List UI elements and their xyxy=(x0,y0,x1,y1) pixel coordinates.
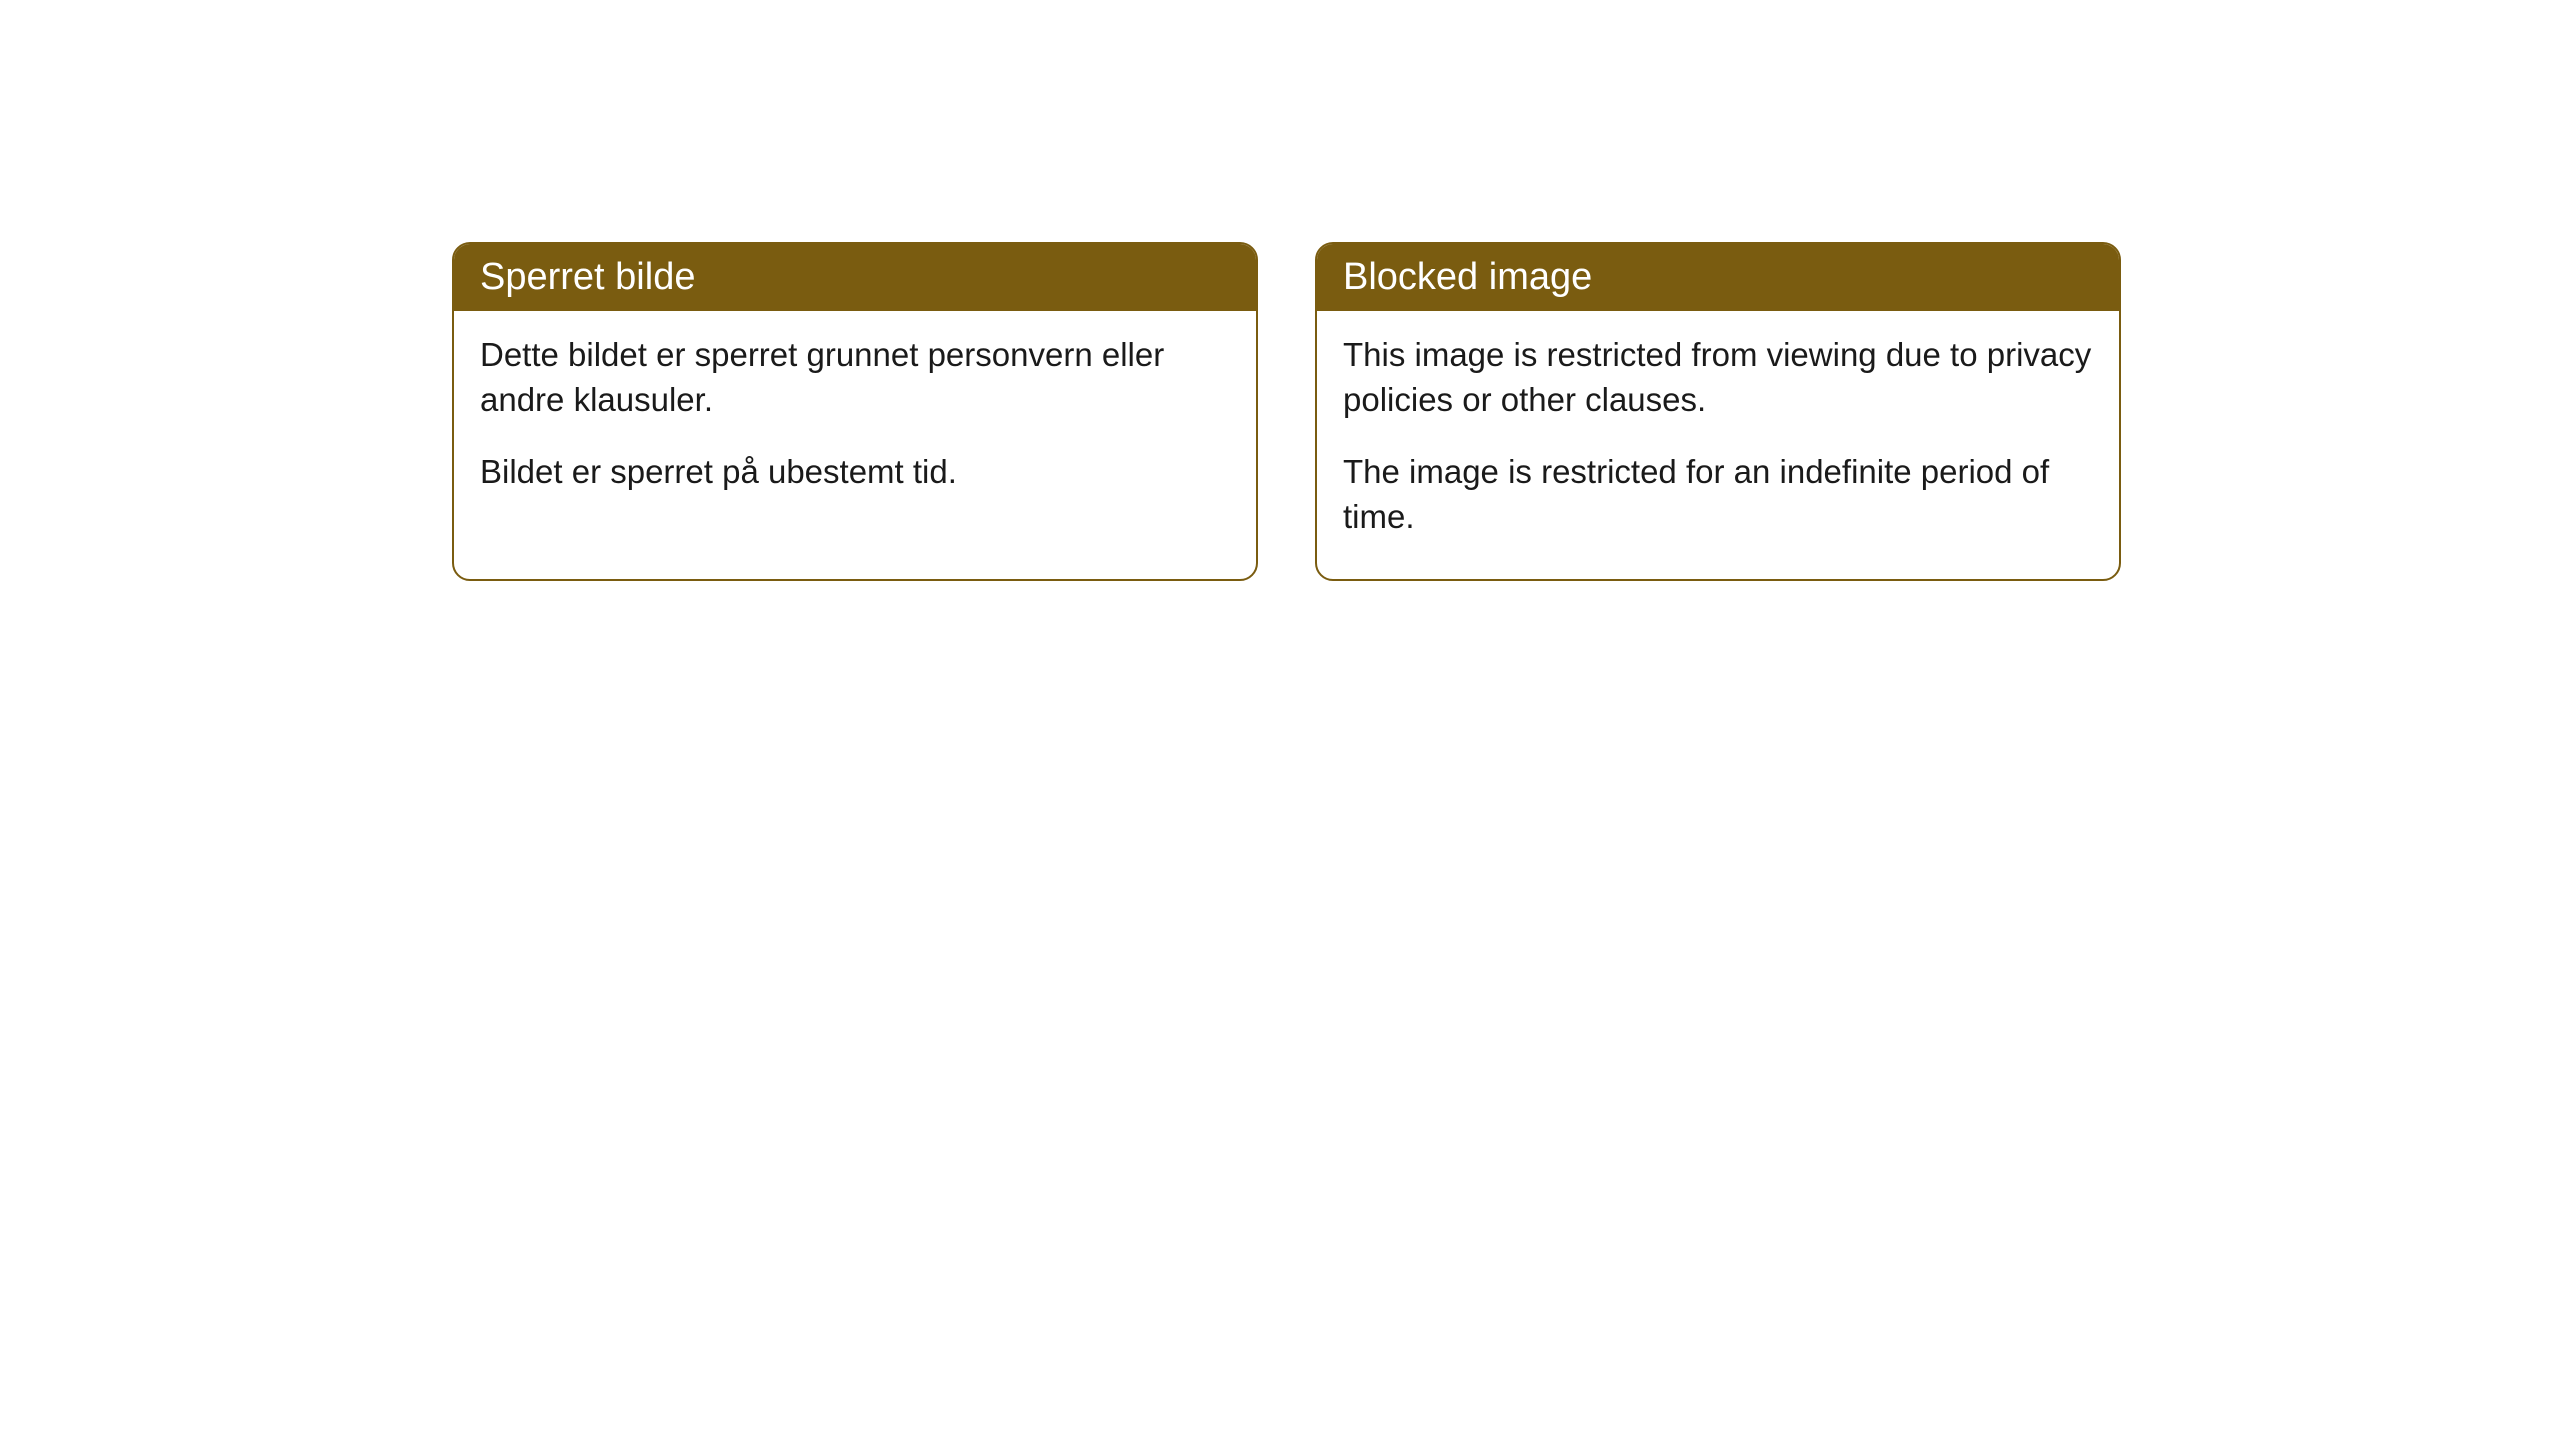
card-paragraph: The image is restricted for an indefinit… xyxy=(1343,450,2093,539)
card-paragraph: This image is restricted from viewing du… xyxy=(1343,333,2093,422)
card-header: Blocked image xyxy=(1317,244,2119,311)
card-title: Blocked image xyxy=(1343,256,1592,298)
card-paragraph: Dette bildet er sperret grunnet personve… xyxy=(480,333,1230,422)
notice-cards-container: Sperret bilde Dette bildet er sperret gr… xyxy=(452,242,2121,581)
card-body: This image is restricted from viewing du… xyxy=(1317,311,2119,579)
card-header: Sperret bilde xyxy=(454,244,1256,311)
notice-card-norwegian: Sperret bilde Dette bildet er sperret gr… xyxy=(452,242,1258,581)
notice-card-english: Blocked image This image is restricted f… xyxy=(1315,242,2121,581)
card-body: Dette bildet er sperret grunnet personve… xyxy=(454,311,1256,535)
card-paragraph: Bildet er sperret på ubestemt tid. xyxy=(480,450,1230,495)
card-title: Sperret bilde xyxy=(480,256,695,298)
